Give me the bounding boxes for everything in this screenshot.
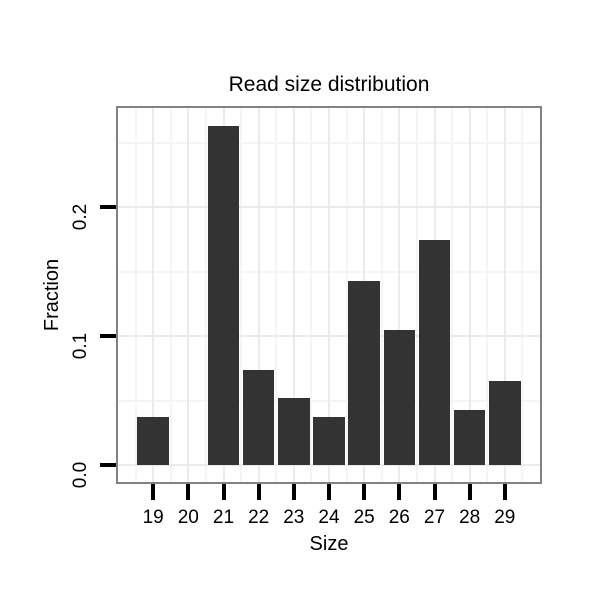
x-tick-label: 22 (248, 507, 270, 528)
gridline-minor-x (310, 108, 313, 482)
gridline-minor-x (380, 108, 383, 482)
x-tick-label: 25 (353, 507, 375, 528)
x-tick (467, 484, 472, 500)
gridline-minor-x (345, 108, 348, 482)
y-tick (100, 334, 116, 339)
x-tick-label: 24 (318, 507, 340, 528)
gridline-minor-x (204, 108, 207, 482)
gridline-major-x (468, 108, 471, 482)
gridline-major-x (257, 108, 260, 482)
gridline-minor-x (169, 108, 172, 482)
bar-size-29 (489, 381, 521, 465)
y-tick (100, 463, 116, 467)
x-tick-label: 28 (459, 507, 481, 528)
x-tick-label: 26 (388, 507, 410, 528)
gridline-major-x (398, 108, 401, 482)
x-tick (432, 484, 437, 500)
gridline-minor-x (486, 108, 489, 482)
y-tick-label: 0.0 (70, 461, 91, 489)
gridline-minor-x (451, 108, 454, 482)
x-tick-label: 23 (283, 507, 305, 528)
x-tick-label: 19 (142, 507, 164, 528)
x-tick (327, 484, 331, 500)
bar-size-19 (137, 417, 169, 465)
y-tick (100, 205, 116, 210)
x-tick (256, 484, 261, 500)
gridline-major-x (187, 108, 190, 482)
x-tick-label: 27 (423, 507, 446, 528)
gridline-minor-x (275, 108, 278, 482)
x-tick-label: 29 (494, 507, 516, 528)
gridline-minor-x (415, 108, 418, 482)
x-tick (362, 484, 367, 500)
gridline-minor-x (240, 108, 243, 482)
gridline-major-x (152, 108, 155, 482)
bar-size-22 (242, 369, 275, 465)
x-tick (397, 484, 402, 500)
x-tick (502, 484, 507, 500)
gridline-minor-x (134, 108, 137, 482)
bar-size-23 (278, 398, 310, 465)
x-tick (151, 484, 156, 500)
bar-size-26 (383, 329, 416, 465)
y-tick-label: 0.1 (70, 332, 91, 360)
chart-title: Read size distribution (228, 73, 430, 96)
gridline-minor-x (521, 108, 524, 482)
gridline-major-x (503, 108, 506, 482)
x-tick (221, 484, 226, 500)
x-axis-title: Size (309, 533, 349, 555)
bar-size-27 (418, 239, 451, 465)
x-tick-label: 20 (177, 507, 199, 528)
bar-size-21 (207, 126, 240, 465)
gridline-major-x (292, 108, 295, 482)
x-tick-label: 21 (212, 507, 235, 528)
bar-size-24 (313, 417, 345, 465)
plot-panel (116, 106, 542, 484)
x-tick (186, 484, 191, 500)
x-tick (291, 484, 296, 500)
y-axis-title: Fraction (41, 258, 63, 332)
y-tick-label: 0.2 (70, 204, 91, 231)
bar-size-28 (453, 409, 486, 465)
gridline-major-x (328, 108, 330, 482)
bar-size-25 (348, 280, 380, 465)
